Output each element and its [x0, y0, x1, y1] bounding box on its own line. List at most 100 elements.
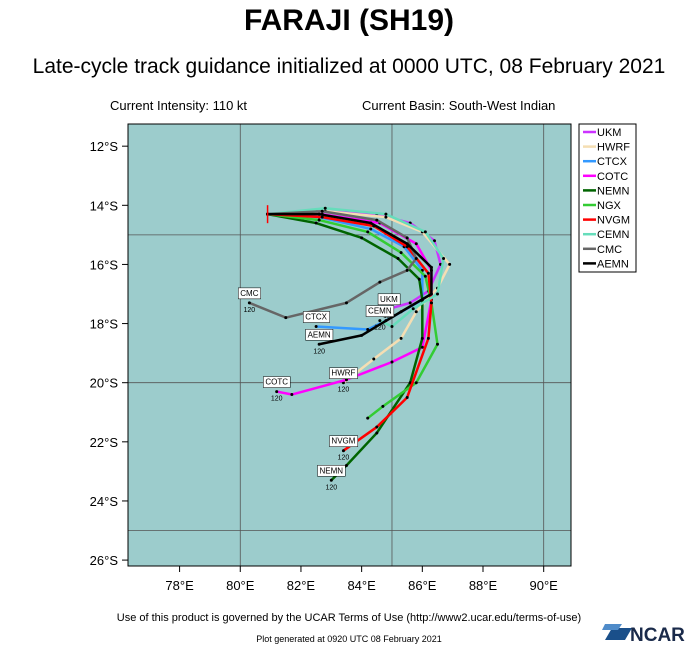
track-point [442, 257, 446, 261]
track-point [396, 257, 400, 261]
track-point [381, 404, 385, 408]
track-point [344, 463, 348, 467]
track-point [435, 292, 439, 296]
track-end-tau: 120 [338, 455, 350, 462]
legend-label: UKM [597, 127, 621, 139]
track-point [320, 215, 324, 219]
track-point [341, 449, 345, 453]
track [267, 209, 451, 384]
title: FARAJI (SH19) [244, 4, 454, 37]
track-point [432, 239, 436, 243]
track-point [372, 357, 376, 361]
track-point [429, 292, 433, 296]
ncar-logo: NCAR [602, 624, 685, 646]
track-point [275, 390, 279, 394]
track-point [448, 262, 452, 266]
track-point [369, 221, 373, 225]
track-point [317, 212, 321, 216]
legend-label: NGX [597, 200, 622, 212]
x-tick-label: 88°E [469, 578, 498, 593]
legend-label: NEMN [597, 185, 629, 197]
track-point [423, 230, 427, 234]
basin: Current Basin: South-West Indian [362, 98, 555, 113]
track-end-box [329, 367, 358, 379]
legend-box [578, 123, 637, 273]
track-point [323, 206, 327, 210]
track-point [384, 215, 388, 219]
x-tick-label: 86°E [408, 578, 437, 593]
track-end-tau: 120 [338, 387, 350, 394]
track-end-label: AEMN [308, 330, 331, 339]
y-tick-label: 26°S [90, 553, 119, 568]
track-point [317, 342, 321, 346]
track-point [284, 316, 288, 320]
track-end-box [365, 305, 395, 317]
x-tick-label: 90°E [530, 578, 559, 593]
track-end-box [302, 311, 330, 323]
legend-label: HWRF [597, 142, 630, 154]
track-end-tau: 120 [244, 307, 256, 314]
track-point [405, 268, 409, 272]
track-end-label: COTC [265, 378, 288, 387]
x-tick-label: 78°E [165, 578, 194, 593]
track-point [411, 307, 415, 311]
track-point [414, 310, 418, 314]
track-end-tau: 120 [325, 484, 337, 491]
y-tick-label: 14°S [90, 198, 119, 213]
track-point [426, 336, 430, 340]
track-point [405, 395, 409, 399]
track-point [320, 209, 324, 213]
subtitle: Late-cycle track guidance initialized at… [33, 55, 666, 78]
track-end-box [329, 435, 359, 447]
track-point [369, 227, 373, 231]
track-point [420, 336, 424, 340]
y-tick-label: 12°S [90, 139, 119, 154]
track-point [344, 301, 348, 305]
track-point [405, 236, 409, 240]
track-point [420, 345, 424, 349]
intensity: Current Intensity: 110 kt [110, 98, 247, 113]
track-point [384, 212, 388, 216]
legend-label: AEMN [597, 258, 629, 270]
y-tick-label: 18°S [90, 317, 119, 332]
track-end-label: HWRF [331, 369, 355, 378]
track-point [366, 416, 370, 420]
x-tick-label: 84°E [347, 578, 376, 593]
y-tick-label: 24°S [90, 494, 119, 509]
footer: Use of this product is governed by the U… [117, 612, 581, 624]
track-point [375, 425, 379, 429]
track-point [375, 218, 379, 222]
track-point [399, 251, 403, 255]
track [267, 212, 433, 452]
legend-label: CTCX [597, 156, 628, 168]
track-end-label: CMC [240, 289, 258, 298]
track-point [329, 478, 333, 482]
legend-label: NVGM [597, 215, 630, 227]
logo-text: NCAR [630, 625, 685, 646]
map-frame [127, 123, 572, 567]
track-end-label: NVGM [331, 437, 355, 446]
track-end-label: CEMN [368, 307, 392, 316]
track-point [408, 301, 412, 305]
track-end-label: CTCX [305, 313, 327, 322]
track-point [360, 236, 364, 240]
track-point [360, 333, 364, 337]
track-point [426, 271, 430, 275]
track-point [399, 310, 403, 314]
track-point [378, 280, 382, 284]
track-point [429, 265, 433, 269]
track-point [375, 431, 379, 435]
track-point [314, 221, 318, 225]
track-end-box [377, 293, 401, 306]
track-point [317, 218, 321, 222]
track-end-label: NEMN [320, 466, 344, 475]
y-tick-label: 22°S [90, 435, 119, 450]
track-point [344, 378, 348, 382]
track-end-tau: 120 [374, 325, 386, 332]
map-background [128, 124, 571, 566]
legend-label: COTC [597, 171, 628, 183]
x-tick-label: 80°E [226, 578, 255, 593]
y-tick-label: 16°S [90, 257, 119, 272]
track [267, 212, 439, 420]
